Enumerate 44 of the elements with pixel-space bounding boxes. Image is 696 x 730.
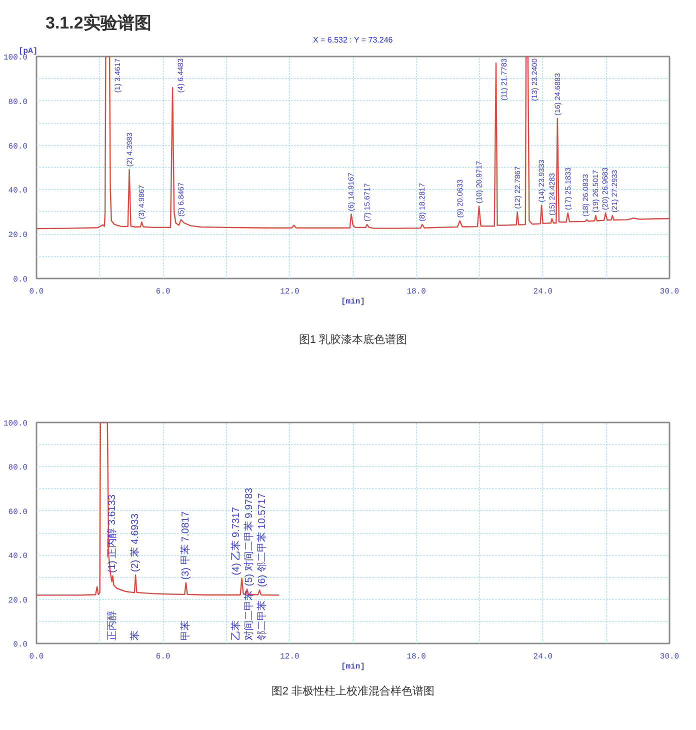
annotation: (5) 对间二甲苯 9.9783 <box>243 487 256 586</box>
x-tick-label: 0.0 <box>29 288 44 296</box>
y-tick-label: 100.0 <box>3 420 28 428</box>
annotation: 乙苯 <box>230 620 242 640</box>
x-axis-title: [min] <box>341 662 366 672</box>
annotation: (1) 正丙醇 3.6133 <box>106 494 118 573</box>
y-tick-label: 60.0 <box>8 142 28 152</box>
y-axis-title: [pA] <box>18 47 38 56</box>
annotation: 甲苯 <box>179 620 192 640</box>
y-tick-label: 80.0 <box>8 98 28 107</box>
line-series <box>36 56 670 230</box>
caption: 图1 乳胶漆本底色谱图 <box>298 333 408 346</box>
annotation: 正丙醇 <box>106 610 118 640</box>
y-tick-label: 40.0 <box>8 552 28 562</box>
annotation: 邻二甲苯 <box>256 600 268 640</box>
annotation: (4) 乙苯 9.7317 <box>230 506 242 576</box>
y-tick-label: 0.0 <box>13 640 28 650</box>
x-tick-label: 18.0 <box>406 288 426 296</box>
x-tick-label: 6.0 <box>156 652 170 662</box>
x-tick-label: 24.0 <box>533 652 553 662</box>
x-tick-label: 24.0 <box>533 288 553 296</box>
caption: 图2 非极性柱上校准混合样色谱图 <box>271 684 435 698</box>
x-tick-label: 18.0 <box>406 652 426 662</box>
y-tick-label: 100.0 <box>3 54 28 62</box>
chart-subtitle: X = 6.532 : Y = 73.246 <box>312 36 394 44</box>
annotation: 对间二甲苯 <box>243 590 256 640</box>
x-tick-label: 30.0 <box>660 652 680 662</box>
chart-title: 3.1.2实验谱图 <box>46 14 152 32</box>
y-tick-label: 20.0 <box>8 596 28 606</box>
x-tick-label: 0.0 <box>29 652 44 662</box>
x-tick-label: 6.0 <box>156 288 170 296</box>
annotation: (2) 苯 4.6933 <box>129 513 142 572</box>
x-tick-label: 12.0 <box>280 288 300 296</box>
y-tick-label: 0.0 <box>13 276 28 284</box>
y-tick-label: 20.0 <box>8 231 28 240</box>
annotation: (6) 邻二甲苯 10.5717 <box>256 492 268 588</box>
x-tick-label: 12.0 <box>280 652 300 662</box>
annotation: 苯 <box>129 630 142 640</box>
y-tick-label: 40.0 <box>8 186 28 196</box>
x-axis-title: [min] <box>341 298 366 306</box>
x-tick-label: 30.0 <box>660 288 680 296</box>
annotation: (3) 甲苯 7.0817 <box>179 510 192 580</box>
y-tick-label: 80.0 <box>8 464 28 473</box>
y-tick-label: 60.0 <box>8 508 28 517</box>
